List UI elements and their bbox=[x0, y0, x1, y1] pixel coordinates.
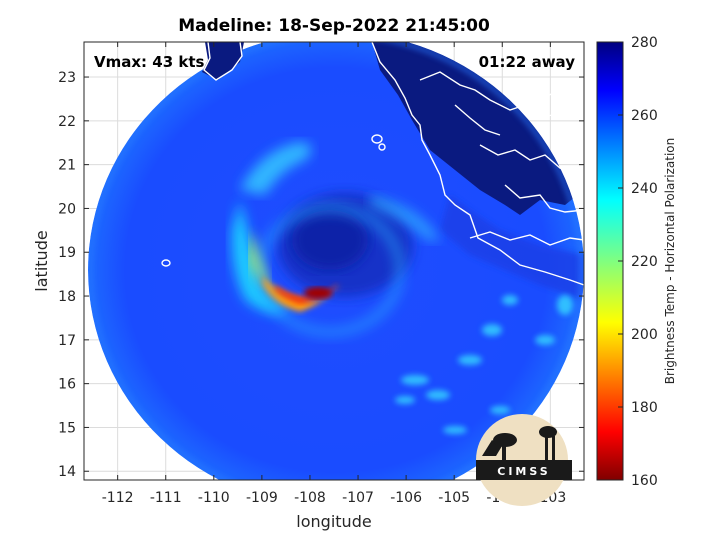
colorbar-tick-label: 220 bbox=[631, 254, 658, 270]
rainband-north bbox=[240, 142, 312, 195]
core-darkred bbox=[304, 287, 332, 299]
rainband-northeast bbox=[370, 195, 440, 242]
x-tick-label: -105 bbox=[438, 490, 470, 506]
y-tick-labels: 14 15 16 17 18 19 20 21 22 23 bbox=[58, 70, 76, 480]
y-tick-label: 22 bbox=[58, 114, 76, 130]
y-tick-label: 21 bbox=[58, 158, 76, 174]
rainband-west-yellow bbox=[250, 230, 270, 285]
x-tick-label: -112 bbox=[102, 490, 134, 506]
colorbar-tick-label: 280 bbox=[631, 35, 658, 51]
y-axis-label: latitude bbox=[32, 230, 51, 291]
swath-rim bbox=[88, 42, 584, 480]
colorbar-tick-label: 160 bbox=[631, 473, 658, 489]
y-tick-label: 17 bbox=[58, 333, 76, 349]
y-tick-label: 23 bbox=[58, 70, 76, 86]
cimss-logo: CIMSS bbox=[476, 414, 572, 506]
rainband-west-cyan bbox=[231, 200, 290, 314]
chart-title: Madeline: 18-Sep-2022 21:45:00 bbox=[178, 16, 490, 36]
time-away-annotation: 01:22 away bbox=[479, 53, 576, 71]
colorbar-ticks: 160 180 200 220 240 260 280 bbox=[618, 35, 658, 489]
x-axis-label: longitude bbox=[296, 512, 371, 531]
x-tick-label: -111 bbox=[150, 490, 182, 506]
eye bbox=[292, 210, 368, 270]
axes-frame bbox=[83, 41, 585, 481]
colorbar-tick-label: 260 bbox=[631, 108, 658, 124]
y-tick-label: 20 bbox=[58, 201, 76, 217]
coastal-zone bbox=[440, 195, 584, 300]
core-red bbox=[275, 283, 338, 304]
y-tick-label: 15 bbox=[58, 420, 76, 436]
colorbar-label: Brightness Temp - Horizontal Polarizatio… bbox=[663, 138, 677, 385]
brightness-temp-field bbox=[88, 42, 584, 480]
y-tick-label: 16 bbox=[58, 377, 76, 393]
coastlines bbox=[203, 42, 584, 286]
vmax-annotation: Vmax: 43 kts bbox=[94, 53, 204, 71]
y-tick-label: 19 bbox=[58, 245, 76, 261]
y-tick-label: 18 bbox=[58, 289, 76, 305]
southeast-convection bbox=[395, 295, 573, 434]
x-tick-label: -108 bbox=[294, 490, 326, 506]
core-orange bbox=[262, 275, 340, 312]
baja-tip bbox=[202, 42, 244, 80]
x-tick-label: -106 bbox=[390, 490, 422, 506]
x-tick-label: -109 bbox=[246, 490, 278, 506]
x-tick-label: -110 bbox=[198, 490, 230, 506]
x-tick-label: -107 bbox=[342, 490, 374, 506]
logo-text: CIMSS bbox=[497, 465, 550, 478]
y-tick-label: 14 bbox=[58, 464, 76, 480]
colorbar-tick-label: 240 bbox=[631, 181, 658, 197]
islands bbox=[161, 134, 386, 267]
inner-ring bbox=[255, 203, 405, 337]
colorbar-tick-label: 200 bbox=[631, 327, 658, 343]
colorbar-tick-label: 180 bbox=[631, 400, 658, 416]
